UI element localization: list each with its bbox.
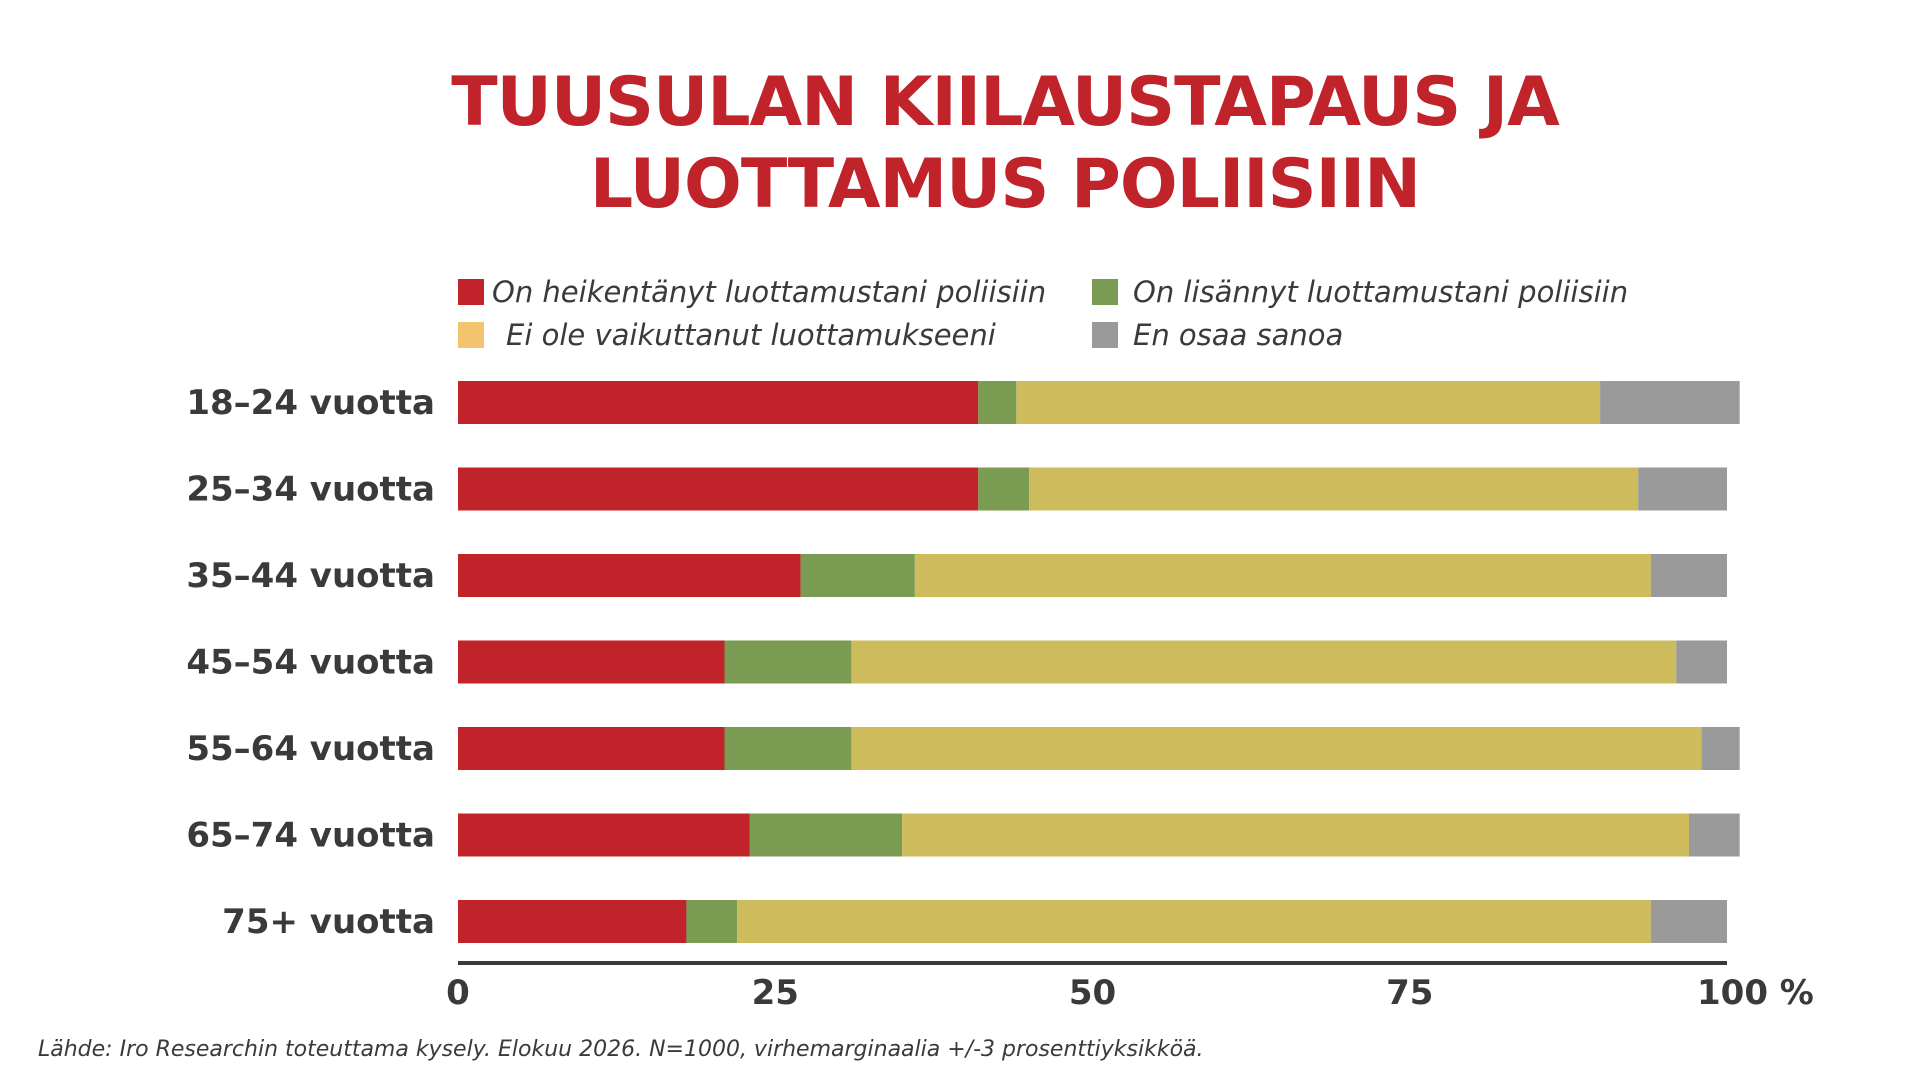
bar-segment	[902, 813, 1689, 857]
title-line-1: TUUSULAN KIILAUSTAPAUS JA	[451, 63, 1560, 142]
legend-swatch-4	[1092, 322, 1118, 348]
legend: On heikentänyt luottamustani poliisiin On…	[458, 275, 1628, 352]
bar-segment	[458, 640, 725, 684]
bar-segment	[851, 640, 1677, 684]
bar-segment	[1688, 813, 1740, 857]
bar-segment	[749, 813, 903, 857]
x-tick-label: 75	[1386, 973, 1433, 1013]
bar-segment	[978, 381, 1017, 424]
category-label: 35–44 vuotta	[186, 556, 435, 596]
bar-segment	[737, 900, 1651, 943]
bar-segment	[458, 554, 801, 597]
category-label: 18–24 vuotta	[186, 383, 435, 423]
legend-label-2: On lisännyt luottamustani poliisiin	[1133, 275, 1628, 309]
legend-label-4: En osaa sanoa	[1133, 318, 1343, 352]
bar-segment	[1029, 467, 1639, 511]
bar-segment	[1016, 381, 1601, 424]
bar-segment	[458, 813, 750, 857]
bar-segment	[1650, 900, 1727, 943]
x-axis: 0 25 50 75 100 %	[446, 961, 1814, 1013]
bar-segment	[851, 727, 1702, 770]
title-line-2: LUOTTAMUS POLIISIIN	[590, 145, 1420, 224]
legend-swatch-2	[1092, 279, 1118, 305]
bar-segment	[458, 727, 725, 770]
bar-segment	[1676, 640, 1727, 684]
bars	[458, 381, 1740, 943]
bar-segment	[458, 900, 687, 943]
source-note: Lähde: Iro Researchin toteuttama kysely.…	[38, 1037, 1204, 1062]
legend-label-1: On heikentänyt luottamustani poliisiin	[492, 275, 1046, 309]
legend-label-3: Ei ole vaikuttanut luottamukseeni	[506, 318, 996, 352]
bar-segment	[1600, 381, 1740, 424]
x-tick-label: 50	[1069, 973, 1116, 1013]
category-label: 45–54 vuotta	[186, 643, 435, 683]
category-label: 75+ vuotta	[222, 902, 435, 942]
bar-segment	[1638, 467, 1727, 511]
bar-segment	[458, 381, 979, 424]
bar-segment	[914, 554, 1651, 597]
legend-swatch-1	[458, 279, 484, 305]
bar-segment	[686, 900, 738, 943]
bar-segment	[458, 467, 979, 511]
legend-swatch-3	[458, 322, 484, 348]
category-labels: 18–24 vuotta 25–34 vuotta 35–44 vuotta 45–5…	[186, 383, 435, 942]
bar-segment	[800, 554, 915, 597]
bar-segment	[1650, 554, 1727, 597]
x-tick-label: 0	[446, 973, 470, 1013]
bar-segment	[978, 467, 1030, 511]
bar-segment	[724, 640, 852, 684]
bar-segment	[1701, 727, 1740, 770]
category-label: 65–74 vuotta	[186, 816, 435, 856]
x-tick-label: 100 %	[1697, 973, 1814, 1013]
category-label: 25–34 vuotta	[186, 470, 435, 510]
chart-title: TUUSULAN KIILAUSTAPAUS JA LUOTTAMUS POLI…	[451, 63, 1561, 224]
x-tick-label: 25	[752, 973, 799, 1013]
category-label: 55–64 vuotta	[186, 729, 435, 769]
bar-segment	[724, 727, 852, 770]
